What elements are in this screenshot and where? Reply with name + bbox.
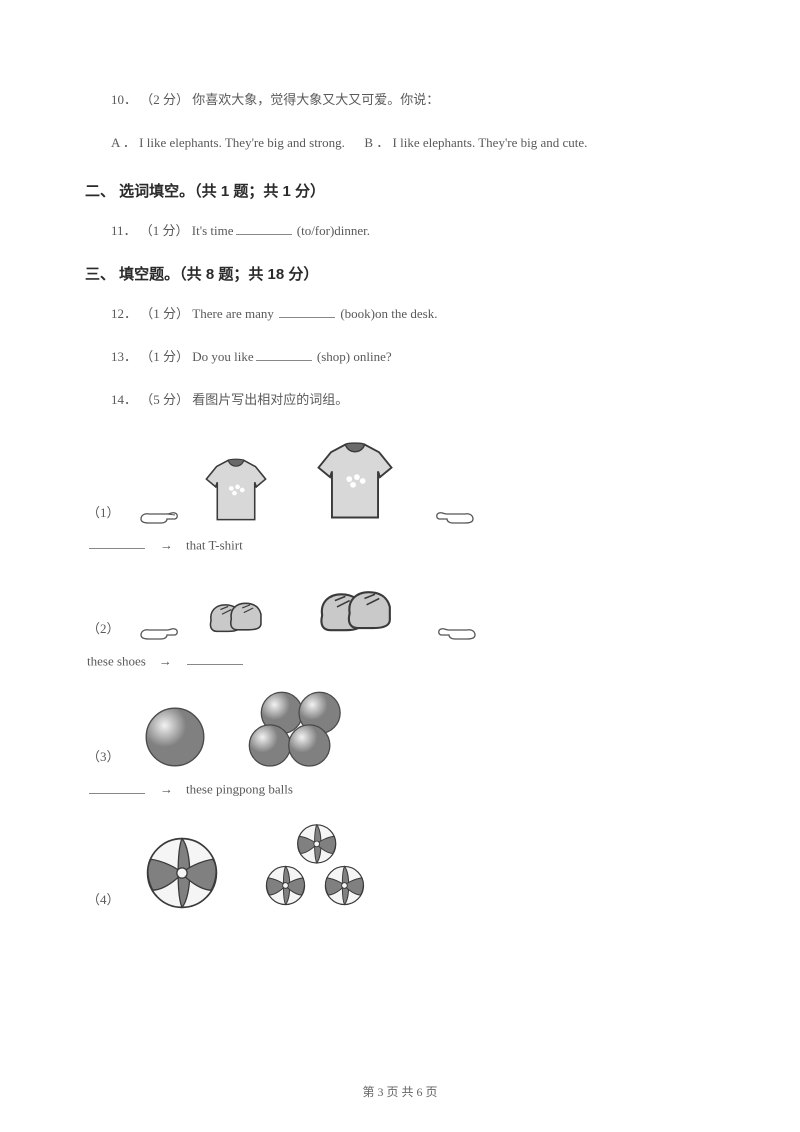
q11-blank[interactable]	[236, 222, 292, 234]
q13-blank[interactable]	[256, 349, 312, 361]
pointing-hand-left-icon	[435, 503, 475, 529]
pointing-hand-left-icon	[437, 619, 477, 645]
q11-number: 11．	[111, 223, 137, 238]
q13-after: (shop) online?	[314, 349, 392, 364]
sub1-answer-line: → that T-shirt	[87, 537, 715, 553]
q14-points: （5 分）	[140, 392, 189, 407]
sub3-text: these pingpong balls	[186, 782, 293, 797]
sub4-label: （4）	[87, 889, 121, 916]
sub3-answer-line: → these pingpong balls	[87, 781, 715, 797]
sub1-arrow: →	[160, 537, 173, 552]
q13-points: （1 分）	[140, 349, 189, 364]
q13-number: 13．	[111, 349, 137, 364]
q11-before: It's time	[192, 223, 234, 238]
question-13: 13． （1 分） Do you like (shop) online?	[85, 347, 715, 368]
page-footer: 第 3 页 共 6 页	[0, 1083, 800, 1100]
beachball-single-icon	[139, 830, 225, 916]
question-14: 14． （5 分） 看图片写出相对应的词组。	[85, 390, 715, 411]
sub2-row: （2）	[87, 571, 715, 645]
pointing-hand-icon	[139, 503, 179, 529]
question-11: 11． （1 分） It's time (to/for)dinner.	[85, 221, 715, 242]
q10-option-b: B ． I like elephants. They're big and cu…	[364, 135, 587, 150]
sub2-arrow: →	[159, 653, 172, 668]
section-3-heading: 三、 填空题。（共 8 题；共 18 分）	[85, 263, 715, 284]
q11-after: (to/for)dinner.	[294, 223, 371, 238]
q12-before: There are many	[192, 306, 277, 321]
sub2-answer-line: these shoes →	[87, 653, 715, 669]
q13-before: Do you like	[192, 349, 253, 364]
ball-single-icon	[139, 701, 211, 773]
pointing-hand-icon	[139, 619, 179, 645]
sub4-row: （4）	[87, 816, 715, 916]
q12-after: (book)on the desk.	[337, 306, 437, 321]
q10-number: 10．	[111, 92, 137, 107]
q12-points: （1 分）	[140, 306, 189, 321]
sub3-label: （3）	[87, 746, 121, 773]
sub1-row: （1）	[87, 433, 715, 529]
q12-blank[interactable]	[279, 306, 335, 318]
shoes-small-icon	[197, 585, 275, 645]
sub3-blank[interactable]	[89, 781, 145, 793]
question-10: 10． （2 分） 你喜欢大象，觉得大象又大又可爱。你说：	[85, 90, 715, 111]
q10-option-a: A ． I like elephants. They're big and st…	[111, 135, 345, 150]
q10-prompt: 你喜欢大象，觉得大象又大又可爱。你说：	[192, 92, 439, 107]
sub3-row: （3）	[87, 687, 715, 773]
q10-points: （2 分）	[140, 92, 189, 107]
tshirt-large-icon	[303, 433, 407, 529]
sub2-blank[interactable]	[187, 653, 243, 665]
sub2-label: （2）	[87, 618, 121, 645]
beachballs-three-icon	[253, 816, 383, 916]
q12-number: 12．	[111, 306, 137, 321]
sub1-blank[interactable]	[89, 537, 145, 549]
q10-options: A ． I like elephants. They're big and st…	[85, 133, 715, 154]
q11-points: （1 分）	[140, 223, 189, 238]
q14-number: 14．	[111, 392, 137, 407]
q14-prompt: 看图片写出相对应的词组。	[192, 392, 348, 407]
tshirt-small-icon	[197, 451, 275, 529]
shoes-large-icon	[303, 571, 409, 645]
section-2-heading: 二、 选词填空。（共 1 题；共 1 分）	[85, 180, 715, 201]
balls-four-icon	[239, 687, 359, 773]
sub1-label: （1）	[87, 502, 121, 529]
sub1-text: that T-shirt	[186, 537, 243, 552]
question-12: 12． （1 分） There are many (book)on the de…	[85, 304, 715, 325]
sub3-arrow: →	[160, 782, 173, 797]
sub2-lead: these shoes	[87, 653, 146, 668]
